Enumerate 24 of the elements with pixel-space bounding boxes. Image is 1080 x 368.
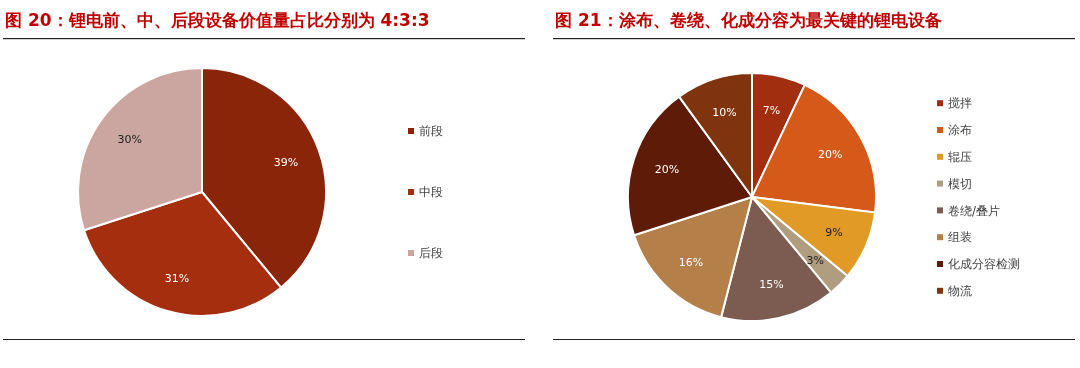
legend-label: 辊压 — [948, 150, 972, 164]
data-label: 3% — [806, 253, 824, 267]
chart-title: 图 20：锂电前、中、后段设备价值量占比分别为 4:3:3 — [5, 10, 430, 30]
legend-label: 化成分容检测 — [948, 257, 1020, 272]
legend-label: 物流 — [948, 284, 972, 298]
legend-label: 后段 — [419, 246, 443, 261]
legend-label: 卷绕/叠片 — [948, 203, 1001, 218]
legend-label: 中段 — [419, 185, 443, 200]
data-label: 7% — [762, 103, 781, 117]
legend-label: 模切 — [948, 176, 972, 191]
data-label: 10% — [712, 105, 737, 119]
data-label: 9% — [825, 226, 843, 240]
legend-label: 前段 — [419, 124, 443, 139]
data-label: 39% — [273, 155, 299, 169]
data-label: 30% — [117, 133, 142, 147]
legend-label: 组装 — [948, 230, 972, 245]
chart-title: 图 21：涂布、卷绕、化成分容为最关键的锂电设备 — [555, 10, 942, 30]
legend-label: 涂布 — [948, 123, 972, 138]
data-label: 16% — [678, 255, 704, 269]
data-label: 20% — [818, 147, 843, 161]
data-label: 31% — [164, 271, 190, 285]
data-label: 15% — [759, 277, 784, 291]
legend-label: 搅拌 — [948, 96, 972, 111]
data-label: 20% — [654, 163, 680, 177]
